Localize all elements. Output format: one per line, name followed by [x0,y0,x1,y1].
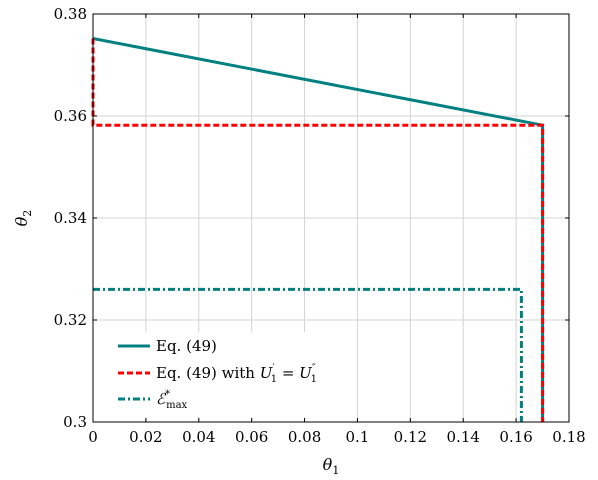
legend-box [111,332,345,418]
ticks: 0 0.02 0.04 0.06 0.08 0.1 0.12 0.14 0.16 0.18 0.3 0… [54,5,586,446]
legend: Eq. (49) Eq. (49) with U′ 1 = U″ 1 ℰ* max [111,332,345,418]
x-axis-label: θ1 [323,455,340,477]
legend-label-eq49: Eq. (49) [156,337,217,355]
legend-label-e-max: ℰ* max [156,389,188,411]
y-tick-label: 0.34 [54,209,87,227]
x-tick-label: 0.02 [129,428,162,446]
x-tick-label: 0.14 [447,428,480,446]
x-tick-label: 0.12 [394,428,427,446]
x-tick-label: 0.18 [552,428,585,446]
x-tick-label: 0.04 [182,428,215,446]
y-tick-label: 0.38 [54,5,87,23]
series-eq49-with-u-line [91,38,545,422]
y-tick-label: 0.36 [54,107,87,125]
legend-label-eq49-with-u: Eq. (49) with U′ 1 = U″ 1 [156,363,317,385]
x-tick-label: 0.06 [235,428,268,446]
y-axis-label: θ2 [12,210,34,227]
series-group [91,37,545,422]
series-e-max-line [93,287,523,422]
x-tick-label: 0.1 [346,428,370,446]
y-tick-label: 0.3 [63,413,87,431]
y-tick-label: 0.32 [54,311,87,329]
x-tick-label: 0 [88,428,98,446]
x-tick-label: 0.08 [288,428,321,446]
x-tick-label: 0.16 [499,428,532,446]
